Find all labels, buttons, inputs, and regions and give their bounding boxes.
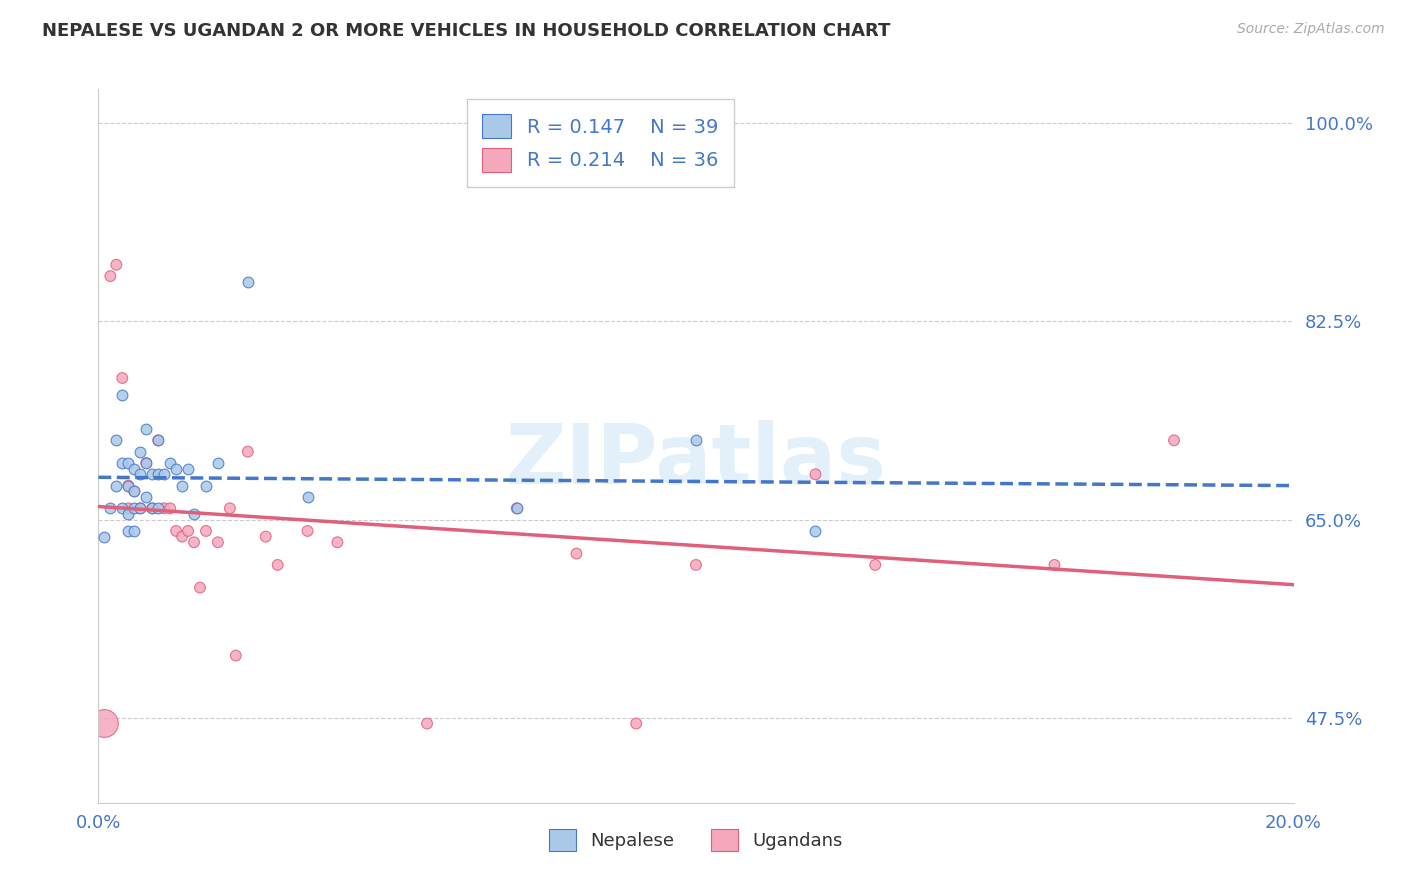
Point xyxy=(111,501,134,516)
Point xyxy=(129,501,152,516)
Point xyxy=(183,507,205,521)
Point xyxy=(148,434,170,448)
Point xyxy=(685,434,707,448)
Point xyxy=(148,501,170,516)
Point xyxy=(111,456,134,470)
Point xyxy=(159,501,181,516)
Point xyxy=(865,558,887,572)
Point xyxy=(98,501,122,516)
Point xyxy=(105,258,128,272)
Point xyxy=(117,507,139,521)
Point xyxy=(148,467,170,482)
Point xyxy=(135,456,157,470)
Point xyxy=(685,558,707,572)
Point xyxy=(153,467,176,482)
Point xyxy=(105,478,128,492)
Point xyxy=(135,422,157,436)
Point xyxy=(172,478,194,492)
Point xyxy=(129,444,152,458)
Point xyxy=(98,269,122,284)
Point xyxy=(183,535,205,549)
Point xyxy=(159,456,181,470)
Point xyxy=(804,467,827,482)
Point xyxy=(124,501,146,516)
Point xyxy=(124,524,146,538)
Point xyxy=(254,530,277,544)
Point xyxy=(111,371,134,385)
Point xyxy=(506,501,529,516)
Point xyxy=(117,456,139,470)
Point xyxy=(207,456,229,470)
Point xyxy=(195,478,218,492)
Point xyxy=(207,535,229,549)
Point xyxy=(195,524,218,538)
Point xyxy=(117,524,139,538)
Point xyxy=(129,501,152,516)
Point xyxy=(626,716,648,731)
Point xyxy=(172,530,194,544)
Point xyxy=(93,716,115,731)
Point xyxy=(124,484,146,499)
Point xyxy=(1043,558,1066,572)
Point xyxy=(267,558,290,572)
Point xyxy=(141,467,163,482)
Point xyxy=(93,530,115,544)
Point xyxy=(219,501,242,516)
Text: NEPALESE VS UGANDAN 2 OR MORE VEHICLES IN HOUSEHOLD CORRELATION CHART: NEPALESE VS UGANDAN 2 OR MORE VEHICLES I… xyxy=(42,22,890,40)
Point xyxy=(565,547,588,561)
Point xyxy=(111,388,134,402)
Point xyxy=(153,501,176,516)
Point xyxy=(297,490,319,504)
Point xyxy=(165,461,187,475)
Text: ZIPatlas: ZIPatlas xyxy=(506,420,886,500)
Point xyxy=(177,461,200,475)
Point xyxy=(225,648,247,663)
Point xyxy=(105,434,128,448)
Point xyxy=(117,501,139,516)
Point xyxy=(506,501,529,516)
Point xyxy=(188,581,211,595)
Point xyxy=(141,501,163,516)
Point xyxy=(1163,434,1185,448)
Point xyxy=(124,484,146,499)
Point xyxy=(124,461,146,475)
Point xyxy=(236,275,259,289)
Point xyxy=(297,524,319,538)
Legend: Nepalese, Ugandans: Nepalese, Ugandans xyxy=(541,822,851,858)
Point xyxy=(148,434,170,448)
Point xyxy=(326,535,349,549)
Point xyxy=(117,478,139,492)
Point xyxy=(236,444,259,458)
Point xyxy=(416,716,439,731)
Point xyxy=(165,524,187,538)
Point xyxy=(129,467,152,482)
Text: Source: ZipAtlas.com: Source: ZipAtlas.com xyxy=(1237,22,1385,37)
Point xyxy=(177,524,200,538)
Point xyxy=(135,490,157,504)
Point xyxy=(135,456,157,470)
Point xyxy=(117,478,139,492)
Point xyxy=(804,524,827,538)
Point xyxy=(141,501,163,516)
